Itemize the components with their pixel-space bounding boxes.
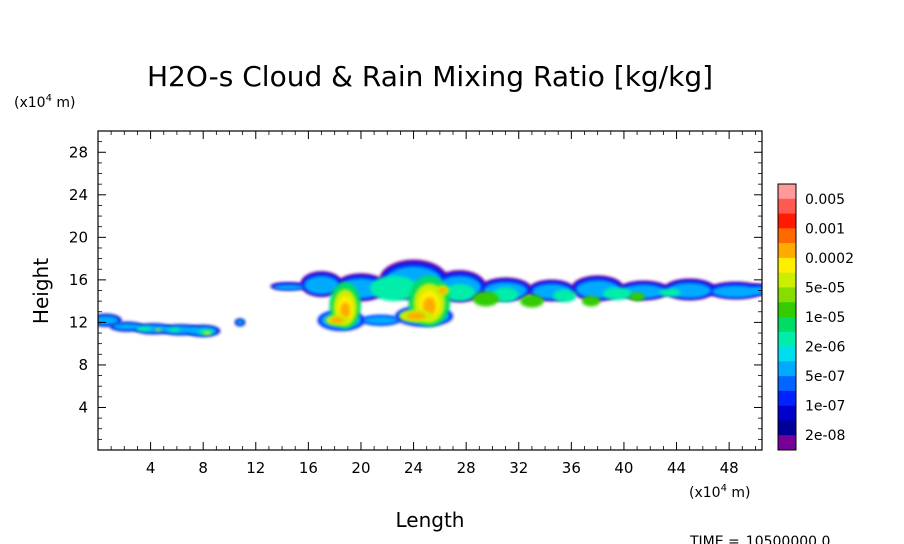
anvil-inner [552, 289, 577, 303]
time-readout: TIME = 10500000.0 [689, 534, 830, 544]
y-axis-ticks: 4 8 12 16 20 24 28 [69, 141, 762, 440]
colorbar-swatch [778, 198, 796, 214]
colorbar-frame [777, 183, 797, 451]
core-lower-hot [438, 287, 447, 294]
colorbar-swatch [778, 272, 796, 288]
colorbar-level-label: 5e-07 [805, 369, 845, 385]
y-tick-label: 16 [69, 271, 88, 289]
x-tick-label: 44 [667, 459, 686, 477]
colorbar-swatch [778, 376, 796, 392]
x-axis-label: Length [396, 508, 465, 532]
colorbar-level-label: 2e-08 [805, 428, 845, 444]
x-tick-label: 48 [720, 459, 739, 477]
anvil [750, 286, 762, 295]
anvil-inner [370, 275, 418, 302]
anvil-inner [492, 287, 519, 303]
y-tick-label: 20 [69, 228, 88, 246]
colorbar-swatch [778, 420, 796, 436]
y-units-label: (x104 m) [14, 93, 76, 111]
anvil [273, 284, 304, 290]
x-tick-label: 28 [457, 459, 476, 477]
chart-title: H2O-s Cloud & Rain Mixing Ratio [kg/kg] [147, 60, 713, 93]
x-tick-label: 4 [146, 459, 156, 477]
y-axis-label: Height [29, 258, 53, 324]
colorbar-level-label: 1e-07 [805, 399, 845, 415]
colorbar-swatch [778, 405, 796, 421]
x-tick-label: 32 [509, 459, 528, 477]
core-lower-hot [330, 317, 344, 324]
x-tick-label: 40 [614, 459, 633, 477]
colorbar-swatch [778, 390, 796, 406]
colorbar-swatch [778, 287, 796, 303]
colorbar-level-label: 0.001 [805, 221, 845, 237]
colorbar-level-label: 0.005 [805, 192, 845, 208]
colorbar-swatch [778, 361, 796, 377]
core-orange [340, 302, 350, 319]
low-band-inner [167, 327, 181, 332]
cloud-field [98, 259, 762, 337]
low-band [98, 315, 120, 326]
anvil [711, 285, 760, 298]
colorbar-legend: 0.005 0.001 0.0002 5e-05 1e-05 2e-06 5e-07 1e-0… [777, 183, 854, 451]
anvil-green [581, 295, 601, 307]
x-units-label: (x104 m) [689, 483, 751, 501]
x-tick-label: 16 [299, 459, 318, 477]
y-tick-label: 4 [78, 398, 88, 416]
anvil-inner [602, 287, 632, 301]
core-lower-hot [406, 312, 426, 320]
colorbar-level-label: 2e-06 [805, 340, 845, 356]
x-tick-label: 12 [246, 459, 265, 477]
anvil-inner [659, 288, 681, 297]
colorbar-swatch [778, 302, 796, 318]
colorbar-level-label: 0.0002 [805, 251, 854, 267]
x-axis-ticks: 4 8 12 16 20 24 28 32 36 40 44 48 [110, 131, 756, 477]
anvil-green [472, 291, 500, 307]
core-base [363, 316, 399, 325]
y-tick-label: 12 [69, 313, 88, 331]
low-band-inner [136, 326, 152, 332]
x-tick-label: 36 [562, 459, 581, 477]
anvil-green [629, 292, 645, 302]
low-band [112, 323, 142, 331]
low-band-core [203, 331, 212, 335]
colorbar-swatch [778, 228, 796, 244]
anvil-green [520, 294, 544, 308]
y-tick-label: 8 [78, 356, 88, 374]
colorbar-level-label: 5e-05 [805, 280, 845, 296]
anvil-inner [443, 284, 476, 302]
colorbar-swatch [778, 213, 796, 229]
low-band [236, 319, 244, 326]
colorbar-swatch [778, 331, 796, 347]
colorbar-level-label: 1e-05 [805, 310, 845, 326]
anvil [304, 275, 339, 295]
x-tick-label: 24 [404, 459, 423, 477]
colorbar-swatch [778, 257, 796, 273]
colorbar-swatch [778, 243, 796, 259]
y-tick-label: 24 [69, 186, 88, 204]
low-band-core [155, 328, 162, 332]
x-tick-label: 20 [351, 459, 370, 477]
colorbar-swatch [778, 435, 796, 451]
colorbar-swatch [778, 346, 796, 362]
colorbar-swatch [778, 317, 796, 333]
x-tick-label: 8 [198, 459, 208, 477]
y-tick-label: 28 [69, 143, 88, 161]
colorbar-swatch [778, 184, 796, 200]
